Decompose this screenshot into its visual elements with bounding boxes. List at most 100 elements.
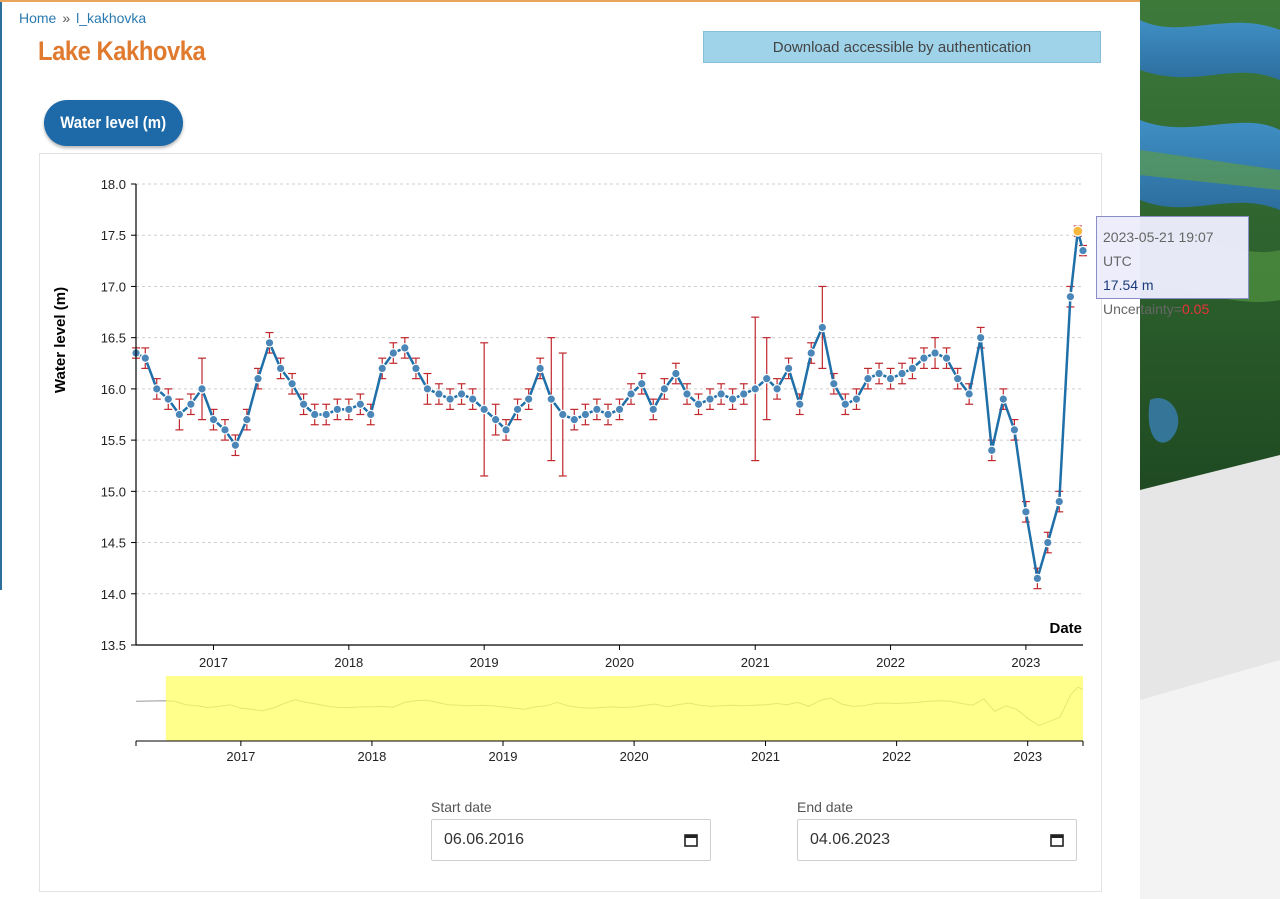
data-point[interactable]: [716, 389, 726, 399]
data-point[interactable]: [434, 389, 444, 399]
data-point[interactable]: [998, 394, 1009, 404]
data-point[interactable]: [794, 399, 805, 410]
data-point[interactable]: [1042, 537, 1053, 548]
data-point[interactable]: [829, 378, 839, 389]
data-point[interactable]: [986, 445, 997, 456]
data-point[interactable]: [750, 384, 761, 394]
y-axis-ticks: 13.5 14.0 14.5 15.0 15.5 16.0 16.5 17.0 17.5 18.0: [101, 177, 136, 653]
data-point[interactable]: [738, 389, 749, 399]
data-point[interactable]: [220, 425, 230, 435]
data-point[interactable]: [952, 373, 963, 384]
data-point[interactable]: [930, 348, 940, 358]
data-point[interactable]: [400, 343, 410, 353]
data-point[interactable]: [1065, 291, 1076, 302]
download-button[interactable]: Download accessible by authentication: [703, 31, 1101, 63]
data-point[interactable]: [140, 353, 151, 363]
data-point[interactable]: [1078, 245, 1088, 256]
data-point[interactable]: [1009, 425, 1020, 435]
calendar-icon[interactable]: [684, 833, 698, 847]
data-point[interactable]: [648, 404, 659, 415]
data-point[interactable]: [208, 414, 219, 425]
calendar-icon[interactable]: [1050, 833, 1064, 847]
data-point[interactable]: [874, 368, 884, 379]
data-point[interactable]: [569, 414, 580, 425]
breadcrumb-home-link[interactable]: Home: [19, 10, 57, 26]
data-point[interactable]: [682, 389, 692, 399]
data-point[interactable]: [897, 368, 907, 379]
highlighted-data-point[interactable]: [1072, 225, 1084, 237]
data-points[interactable]: [131, 225, 1088, 584]
navigator-selection[interactable]: [165, 676, 1083, 741]
data-point[interactable]: [614, 404, 625, 415]
data-point[interactable]: [840, 399, 851, 410]
data-point[interactable]: [727, 394, 738, 404]
data-point[interactable]: [445, 394, 455, 404]
data-point[interactable]: [783, 363, 794, 374]
data-point[interactable]: [975, 332, 986, 343]
data-point[interactable]: [1021, 507, 1031, 517]
data-point[interactable]: [603, 409, 613, 420]
data-point[interactable]: [964, 389, 974, 399]
data-point[interactable]: [806, 348, 817, 358]
data-point[interactable]: [186, 399, 196, 410]
data-point[interactable]: [344, 404, 354, 415]
data-point[interactable]: [501, 425, 511, 435]
data-point[interactable]: [523, 394, 534, 404]
data-point[interactable]: [275, 363, 286, 374]
data-point[interactable]: [377, 363, 388, 374]
data-point[interactable]: [197, 384, 207, 394]
data-point[interactable]: [817, 322, 828, 333]
data-point[interactable]: [659, 384, 670, 394]
data-point[interactable]: [355, 399, 366, 410]
navigator-x-tick-label: 2023: [1013, 749, 1042, 764]
data-point[interactable]: [467, 394, 478, 404]
data-point[interactable]: [557, 409, 568, 420]
data-point[interactable]: [422, 384, 433, 394]
data-point[interactable]: [1054, 496, 1065, 507]
data-point[interactable]: [941, 353, 952, 363]
data-point[interactable]: [490, 414, 501, 425]
chart-gridlines: [136, 183, 1083, 595]
data-point[interactable]: [919, 353, 929, 363]
data-point[interactable]: [705, 394, 715, 404]
data-point[interactable]: [264, 337, 275, 348]
data-point[interactable]: [253, 373, 263, 384]
data-point[interactable]: [479, 404, 489, 415]
data-point[interactable]: [592, 404, 602, 415]
start-date-input[interactable]: 06.06.2016: [431, 819, 711, 861]
data-point[interactable]: [456, 389, 467, 399]
data-point[interactable]: [242, 414, 252, 425]
water-level-chart[interactable]: 13.5 14.0 14.5 15.0 15.5 16.0 16.5 17.0 17.5 18.0…: [40, 154, 1103, 893]
data-point[interactable]: [772, 384, 782, 394]
data-point[interactable]: [321, 409, 332, 420]
data-point[interactable]: [365, 409, 376, 420]
data-point[interactable]: [332, 404, 343, 415]
data-point[interactable]: [298, 399, 309, 410]
data-point[interactable]: [287, 378, 297, 389]
data-point[interactable]: [151, 384, 162, 394]
data-point[interactable]: [309, 409, 320, 420]
data-point[interactable]: [907, 363, 918, 374]
data-point[interactable]: [885, 373, 896, 384]
data-point[interactable]: [671, 368, 681, 379]
data-point[interactable]: [761, 373, 772, 384]
data-point[interactable]: [1032, 573, 1043, 584]
breadcrumb-current-link[interactable]: l_kakhovka: [76, 10, 147, 26]
data-point[interactable]: [546, 394, 557, 404]
data-point[interactable]: [580, 409, 591, 420]
data-point[interactable]: [535, 363, 545, 374]
data-point[interactable]: [163, 394, 174, 404]
data-point[interactable]: [411, 363, 421, 374]
data-point[interactable]: [636, 378, 647, 389]
tab-water-level[interactable]: Water level (m): [44, 100, 183, 146]
data-point[interactable]: [174, 409, 185, 420]
data-point[interactable]: [693, 399, 704, 410]
navigator[interactable]: 2017 2018 2019 2020 2021 2022 2023: [135, 676, 1084, 764]
data-point[interactable]: [626, 389, 636, 399]
data-point[interactable]: [230, 440, 241, 451]
data-point[interactable]: [863, 373, 873, 384]
data-point[interactable]: [851, 394, 862, 404]
end-date-input[interactable]: 04.06.2023: [797, 819, 1077, 861]
data-point[interactable]: [388, 348, 399, 358]
data-point[interactable]: [512, 404, 523, 415]
